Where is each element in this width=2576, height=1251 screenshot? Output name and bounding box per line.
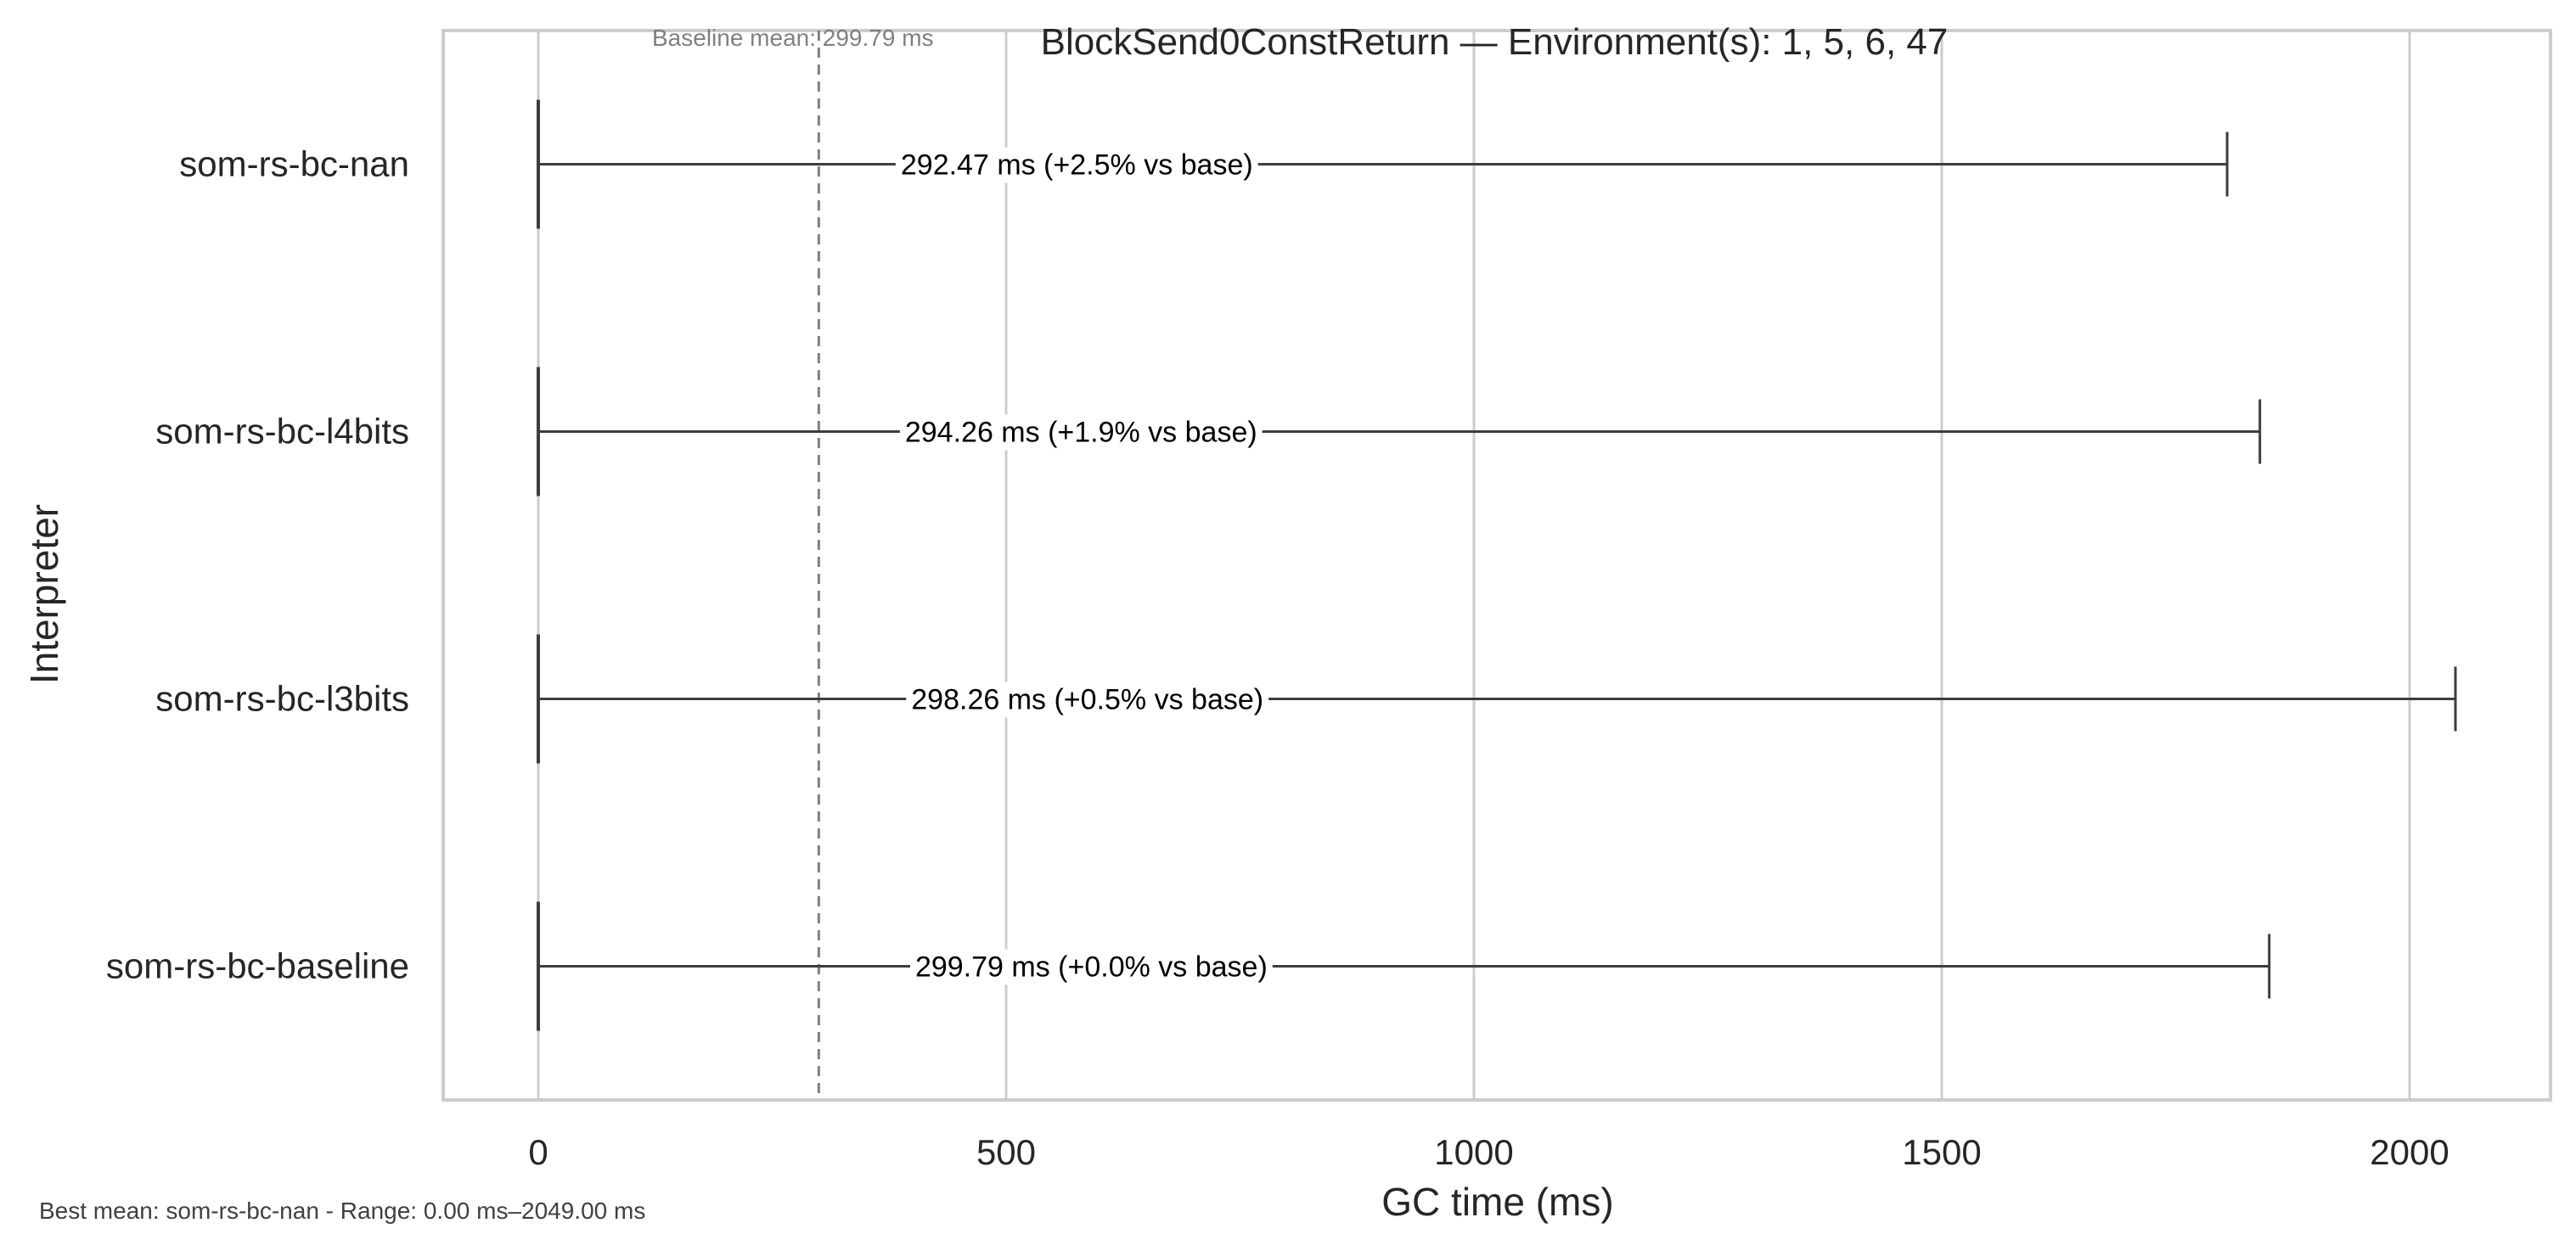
mean-annotation: 292.47 ms (+2.5% vs base) [901, 149, 1253, 182]
y-tick-som-rs-bc-baseline: som-rs-bc-baseline [106, 946, 409, 986]
y-tick-labels: som-rs-bc-nan som-rs-bc-l4bits som-rs-bc-l… [106, 144, 409, 986]
mean-annotation-bg [909, 949, 1273, 985]
mean-annotation-bg [895, 147, 1258, 183]
x-tick-labels: 0 500 1000 1500 2000 [528, 1132, 2449, 1172]
baseline-label: Baseline mean: 299.79 ms [652, 25, 934, 51]
chart-title: BlockSend0ConstReturn — Environment(s): … [1041, 21, 1949, 63]
y-tick-som-rs-bc-l4bits: som-rs-bc-l4bits [155, 412, 409, 452]
footnote: Best mean: som-rs-bc-nan - Range: 0.00 m… [39, 1198, 645, 1224]
box-plots: 292.47 ms (+2.5% vs base) 294.26 ms (+1.9… [537, 99, 2457, 1031]
mean-annotation-bg [899, 414, 1263, 451]
box-som-rs-bc-nan: 292.47 ms (+2.5% vs base) [537, 99, 2229, 229]
x-tick-1000: 1000 [1434, 1132, 1513, 1172]
y-axis-label: Interpreter [22, 504, 66, 684]
box-som-rs-bc-l3bits: 298.26 ms (+0.5% vs base) [537, 634, 2457, 764]
x-tick-2000: 2000 [2370, 1132, 2449, 1172]
y-tick-som-rs-bc-l3bits: som-rs-bc-l3bits [155, 679, 409, 719]
mean-annotation: 298.26 ms (+0.5% vs base) [911, 684, 1263, 716]
x-axis-label: GC time (ms) [1381, 1180, 1613, 1224]
mean-annotation: 294.26 ms (+1.9% vs base) [905, 417, 1257, 449]
mean-annotation-bg [906, 682, 1269, 718]
x-tick-500: 500 [976, 1132, 1036, 1172]
box-som-rs-bc-l4bits: 294.26 ms (+1.9% vs base) [537, 367, 2262, 496]
y-tick-som-rs-bc-nan: som-rs-bc-nan [179, 144, 409, 184]
x-tick-1500: 1500 [1902, 1132, 1981, 1172]
x-tick-0: 0 [528, 1132, 548, 1172]
plot-frame [442, 29, 2552, 1102]
mean-annotation: 299.79 ms (+0.0% vs base) [915, 951, 1268, 984]
box-som-rs-bc-baseline: 299.79 ms (+0.0% vs base) [537, 901, 2271, 1031]
